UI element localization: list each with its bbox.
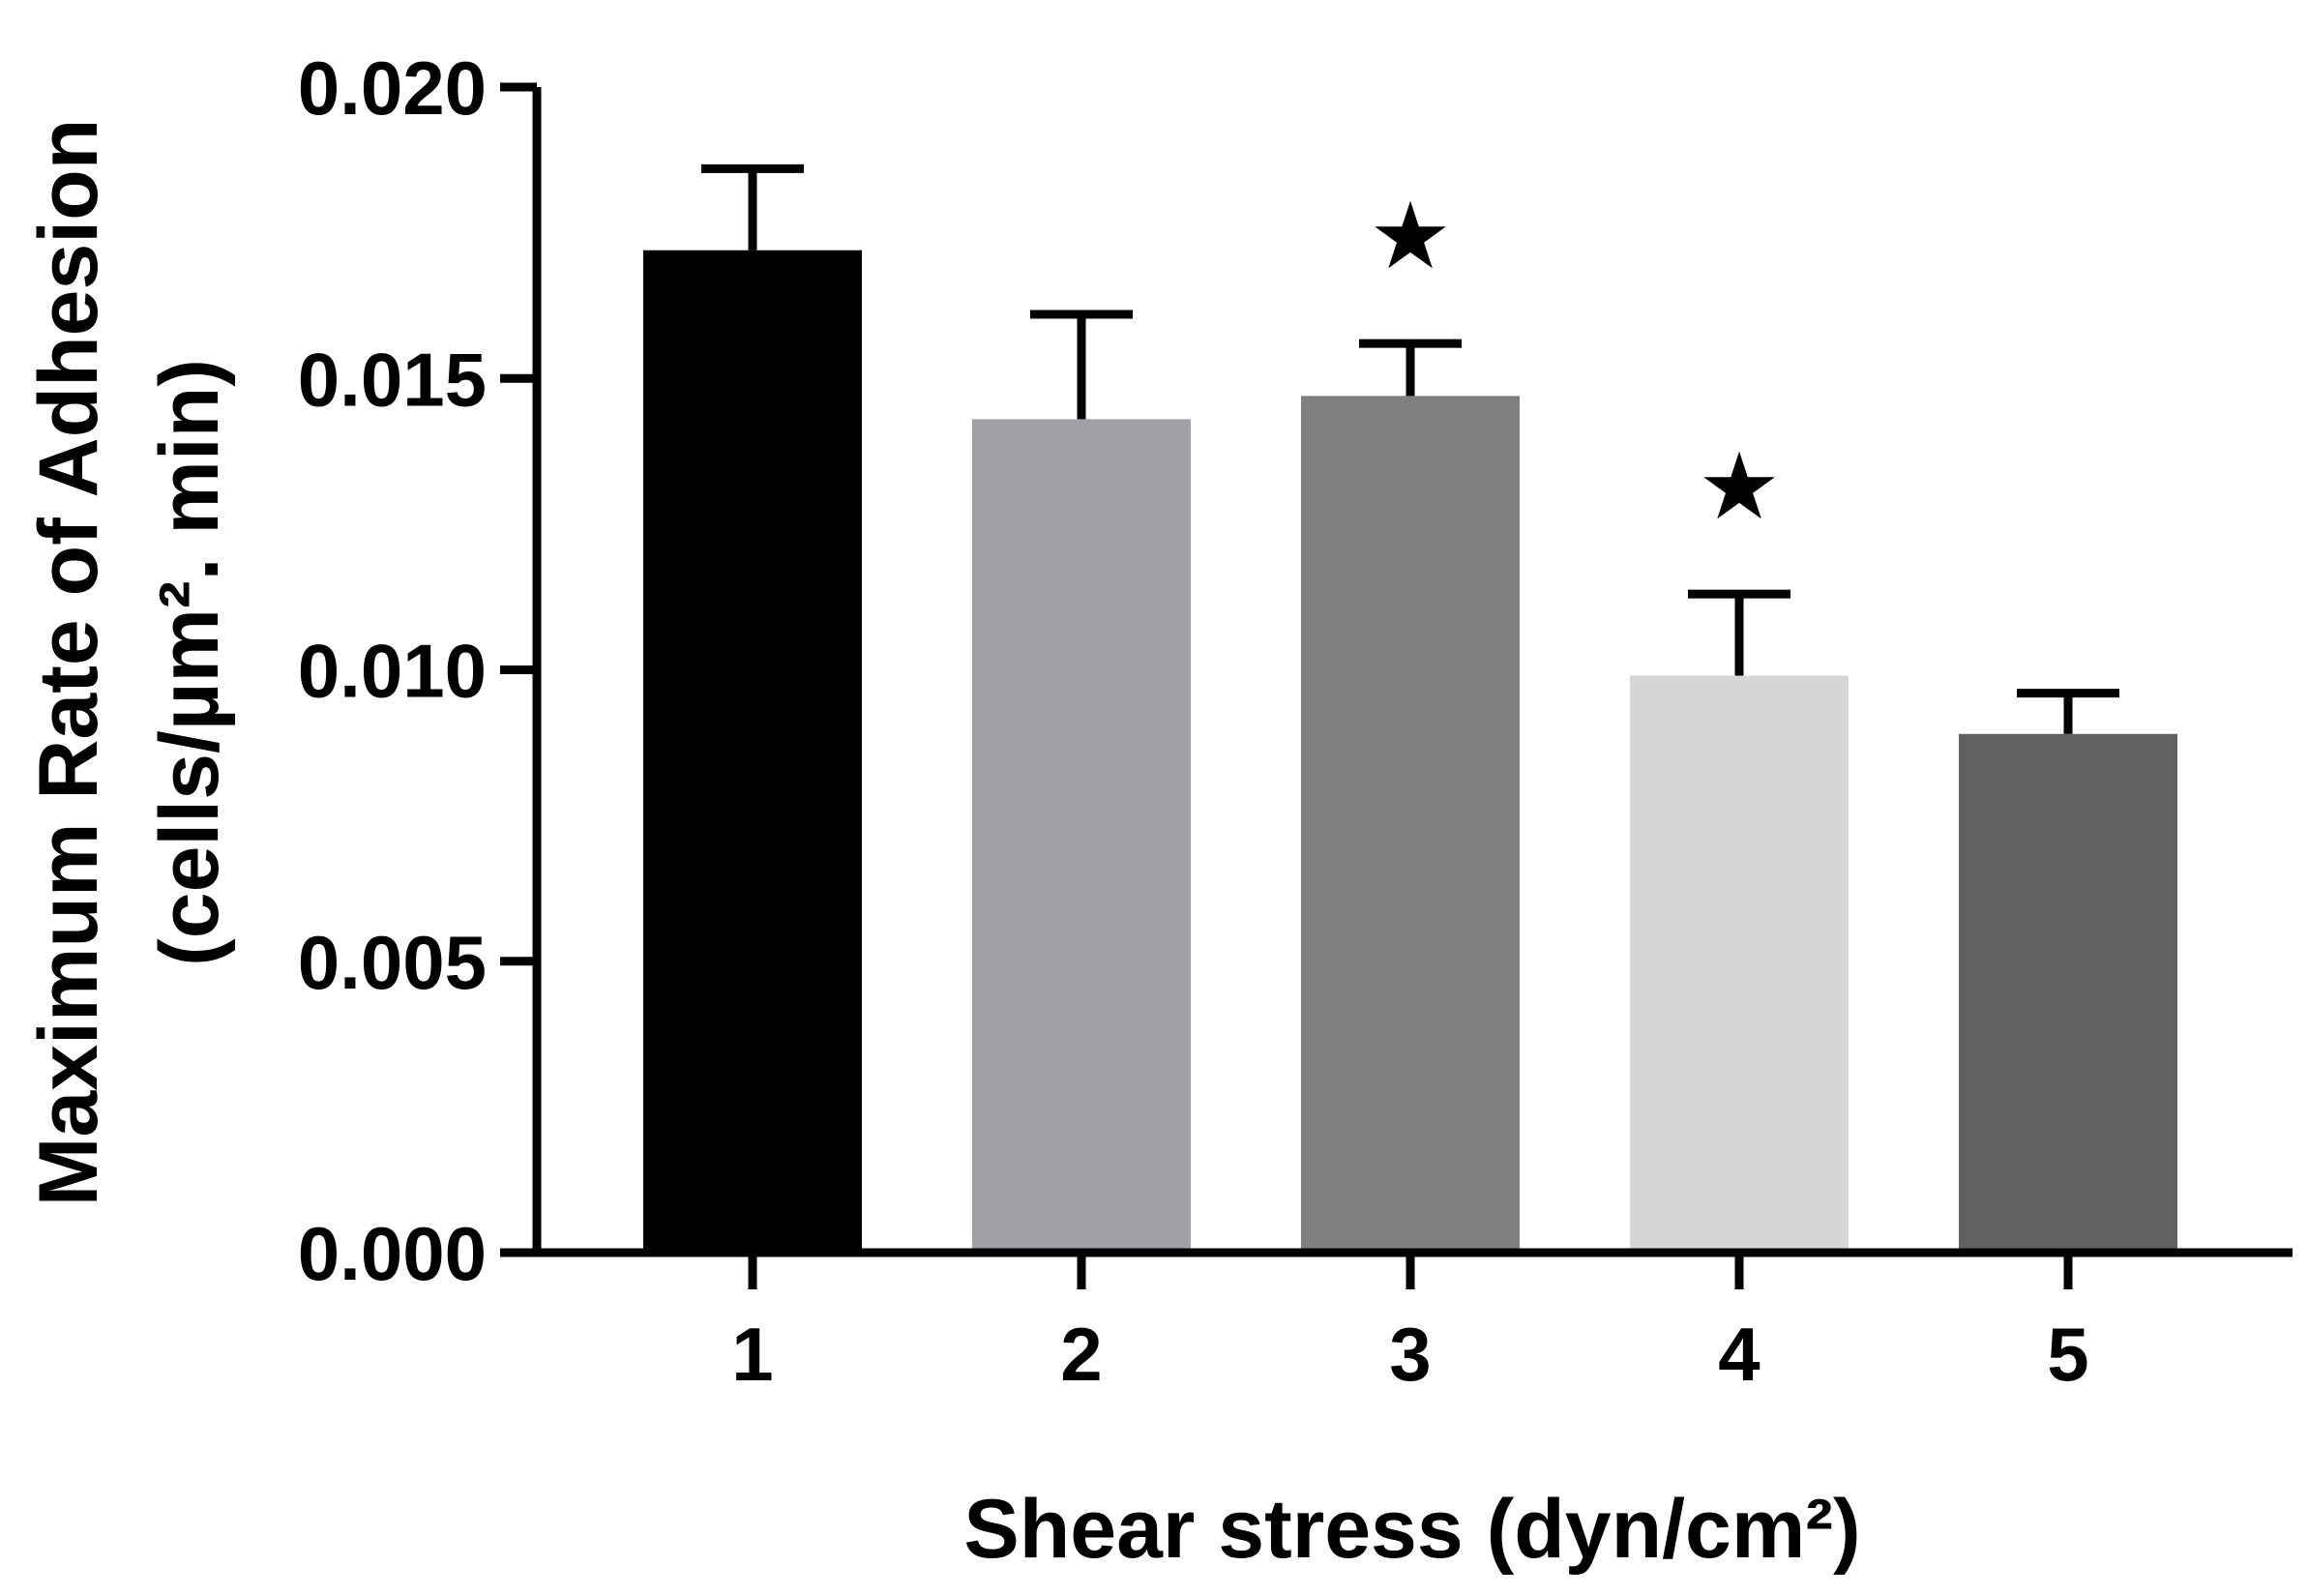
y-tick-label-0.005: 0.005 [298,920,487,1005]
labels-group: 1 2 ★ 3 ★ 4 5 0.000 0.005 0.010 0.015 0.020 [298,45,2089,1397]
bar-2 [972,419,1191,1253]
significance-star-3: ★ [1369,185,1452,288]
bar-3 [1301,396,1520,1253]
y-axis-title-line1: Maximum Rate of Adhesion [22,119,115,1207]
y-tick-label-0.010: 0.010 [298,629,487,714]
x-tick-label-1: 1 [731,1312,773,1397]
axes-group [500,82,2293,1289]
y-tick-label-0.020: 0.020 [298,45,487,131]
y-tick-label-0.015: 0.015 [298,337,487,422]
y-axis-title-line2: (cells/µm². min) [143,359,236,966]
error-bars-group [701,163,2119,734]
x-tick-label-2: 2 [1060,1312,1102,1397]
bars-group [643,250,2177,1254]
x-axis-title: Shear stress (dyn/cm²) [963,1483,1860,1576]
x-tick-label-4: 4 [1718,1312,1760,1397]
bar-4 [1630,675,1849,1253]
bar-5 [1959,733,2177,1253]
x-tick-label-5: 5 [2047,1312,2088,1397]
y-tick-label-0.000: 0.000 [298,1211,487,1296]
bar-1 [643,250,862,1254]
significance-star-4: ★ [1698,435,1781,539]
x-tick-label-3: 3 [1389,1312,1431,1397]
